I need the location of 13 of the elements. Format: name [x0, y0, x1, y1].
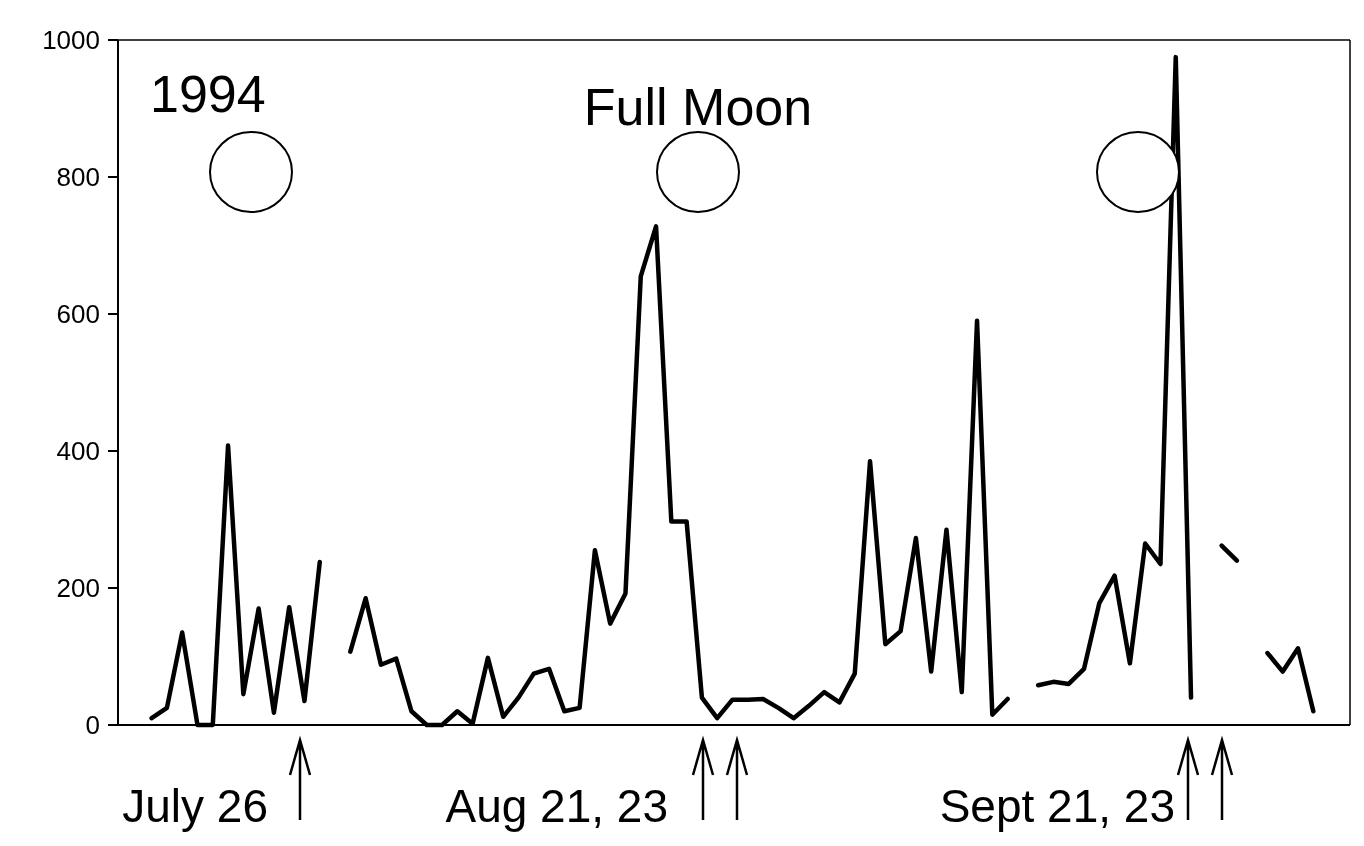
text: Aug 21, 23: [445, 780, 668, 832]
line-series: [1035, 54, 1194, 700]
annotation: 1994: [150, 65, 266, 123]
annotation: Full Moon: [583, 78, 813, 136]
text: Sept 21, 23: [939, 780, 1175, 832]
y-tick-label: 1000: [42, 25, 100, 56]
y-tick-label: 200: [56, 573, 100, 604]
y-tick-label: 800: [56, 162, 100, 193]
text: July 26: [122, 780, 268, 832]
y-tick-label: 600: [56, 299, 100, 330]
y-tick-label: 0: [85, 710, 100, 741]
y-tick-label: 400: [56, 436, 100, 467]
line-series: [1265, 646, 1316, 714]
